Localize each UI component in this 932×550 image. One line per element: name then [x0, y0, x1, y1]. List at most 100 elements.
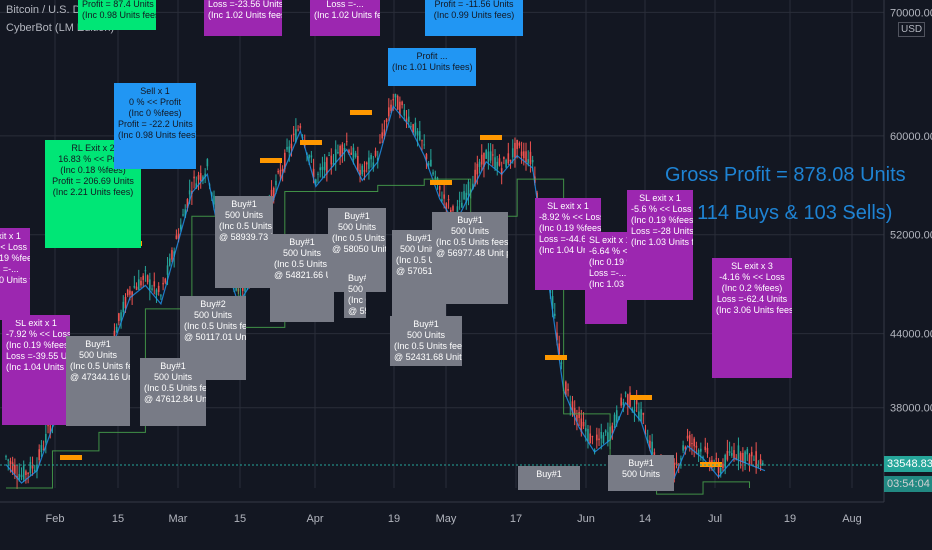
label-line: Loss =-39.55 Units — [6, 351, 70, 361]
label-line: (Inc 0.19 %fees) — [589, 257, 627, 267]
label-line: Loss =-... — [0, 264, 19, 274]
candle-body — [434, 176, 437, 180]
buy-label[interactable]: Buy#1 500 Units — [608, 455, 674, 491]
candle-body — [370, 154, 372, 160]
x-tick-label: Apr — [306, 513, 323, 525]
label-line: (Inc 0.5 Units fees) — [396, 255, 446, 265]
label-line: -4.16 % << Loss — [719, 272, 785, 282]
candle-body — [49, 425, 52, 435]
candle-body — [759, 459, 762, 466]
sell-label[interactable]: SL exit x 1 -5.6 % << Loss (Inc 0.19 %fees… — [627, 190, 693, 300]
sell-label[interactable]: SL exit x 1-6.64 % << Loss(Inc 0.19 %fee… — [585, 232, 627, 324]
candle-body — [288, 146, 291, 153]
candle-body — [295, 129, 297, 143]
label-line: (Inc 0.19 %fees) — [6, 340, 70, 350]
candle-body — [38, 449, 40, 461]
candle-body — [312, 168, 315, 178]
candle-body — [319, 167, 322, 171]
entry-marker — [480, 135, 502, 140]
candle-body — [396, 95, 399, 110]
candle-body — [5, 456, 7, 458]
candle-body — [124, 296, 127, 309]
x-tick-label: 17 — [510, 513, 522, 525]
candle-body — [31, 465, 34, 469]
candle-body — [385, 119, 388, 123]
candle-body — [166, 265, 169, 275]
candle-body — [631, 408, 634, 411]
candle-body — [520, 151, 523, 156]
candle-body — [697, 450, 700, 455]
buy-label[interactable]: Buy#1 500 Units (Inc 0.5 Units fees) @ 5243… — [390, 316, 462, 366]
sell-label[interactable]: SL exit x 1 -7.92 % << Loss (Inc 0.19 %fee… — [2, 315, 70, 425]
label-line: 500 Units — [337, 222, 377, 232]
candle-body — [600, 431, 603, 439]
candle-body — [704, 446, 707, 451]
candle-body — [551, 296, 554, 309]
candle-body — [509, 159, 512, 162]
label-line: @ 47344.16 Unit price — [70, 372, 130, 382]
label-line: (Inc 0.19 %fees) — [0, 253, 30, 263]
sell-label[interactable]: Loss =-...(Inc 1.02 Units fees) — [310, 0, 380, 36]
x-tick-label: Feb — [46, 513, 65, 525]
candle-body — [164, 278, 167, 283]
entry-marker — [630, 395, 652, 400]
y-tick-label: 52000.00 — [890, 230, 932, 242]
candle-body — [688, 435, 691, 447]
last-price-tag: 33548.83 — [884, 456, 932, 472]
candle-body — [345, 141, 348, 143]
candle-body — [412, 124, 414, 133]
sell-label[interactable]: SL exit x 3 -4.16 % << Loss (Inc 0.2 %fees… — [712, 258, 792, 378]
label-line: (Inc 1.04 Units fees) — [6, 362, 70, 372]
candle-body — [596, 434, 598, 441]
candle-body — [381, 132, 383, 139]
currency-badge[interactable]: USD — [898, 22, 926, 37]
candle-body — [700, 448, 702, 452]
candle-body — [405, 118, 408, 123]
x-tick-label: 14 — [639, 513, 651, 525]
candle-body — [388, 107, 390, 117]
candle-body — [361, 165, 364, 175]
x-tick-label: 15 — [234, 513, 246, 525]
candle-body — [715, 458, 718, 460]
label-line: (Inc 0.19 %fees) — [631, 215, 693, 225]
candle-body — [726, 450, 729, 460]
label-line: (Inc 1.01 Units fees) — [392, 62, 473, 72]
label-line: Profit = -22.2 Units — [118, 119, 193, 129]
candle-body — [376, 157, 379, 161]
candle-body — [750, 452, 753, 457]
candle-body — [22, 465, 25, 480]
label-line: 16.83 % << Profit — [58, 154, 128, 164]
candle-body — [328, 154, 330, 156]
buy-label[interactable]: Buy#1 500 Units (Inc 0.5 Units fees) @ 5697… — [432, 212, 508, 304]
buy-label[interactable]: Buy#1 — [518, 466, 580, 490]
candle-body — [755, 451, 757, 468]
candle-body — [144, 270, 147, 272]
label-line: (Inc 1.03 Units fees) — [589, 279, 627, 289]
candle-body — [693, 438, 695, 447]
y-tick-label: 38000.00 — [890, 403, 932, 415]
candle-body — [706, 447, 709, 454]
profit-label[interactable]: Profit = 87.4 Units (Inc 0.98 Units fees) — [78, 0, 156, 30]
label-line: Buy#1 — [160, 361, 186, 371]
gross-profit-line1: Gross Profit = 878.08 Units — [665, 164, 906, 186]
sell-label[interactable]: SL exit x 1-3 % << Loss(Inc 0.19 %fees)L… — [0, 228, 30, 320]
label-line: RL Exit x 2 — [71, 143, 115, 153]
takeprofit-label[interactable]: Profit = -11.56 Units (Inc 0.99 Units fee… — [425, 0, 523, 36]
label-line: SL exit x 1 — [589, 235, 627, 245]
label-line: @ 50117.01 Unit price — [184, 332, 246, 342]
sell-label[interactable]: Loss =-23.56 Units (Inc 1.02 Units fees) — [204, 0, 282, 36]
takeprofit-label[interactable]: Profit ... (Inc 1.01 Units fees) — [388, 48, 476, 86]
candle-body — [45, 433, 47, 443]
candle-body — [472, 183, 474, 190]
label-line: @ 54821.66 Unit price — [274, 270, 334, 280]
candle-body — [582, 421, 585, 427]
candle-body — [195, 183, 198, 189]
candle-body — [529, 151, 532, 165]
label-line: Buy#1 — [344, 211, 370, 221]
